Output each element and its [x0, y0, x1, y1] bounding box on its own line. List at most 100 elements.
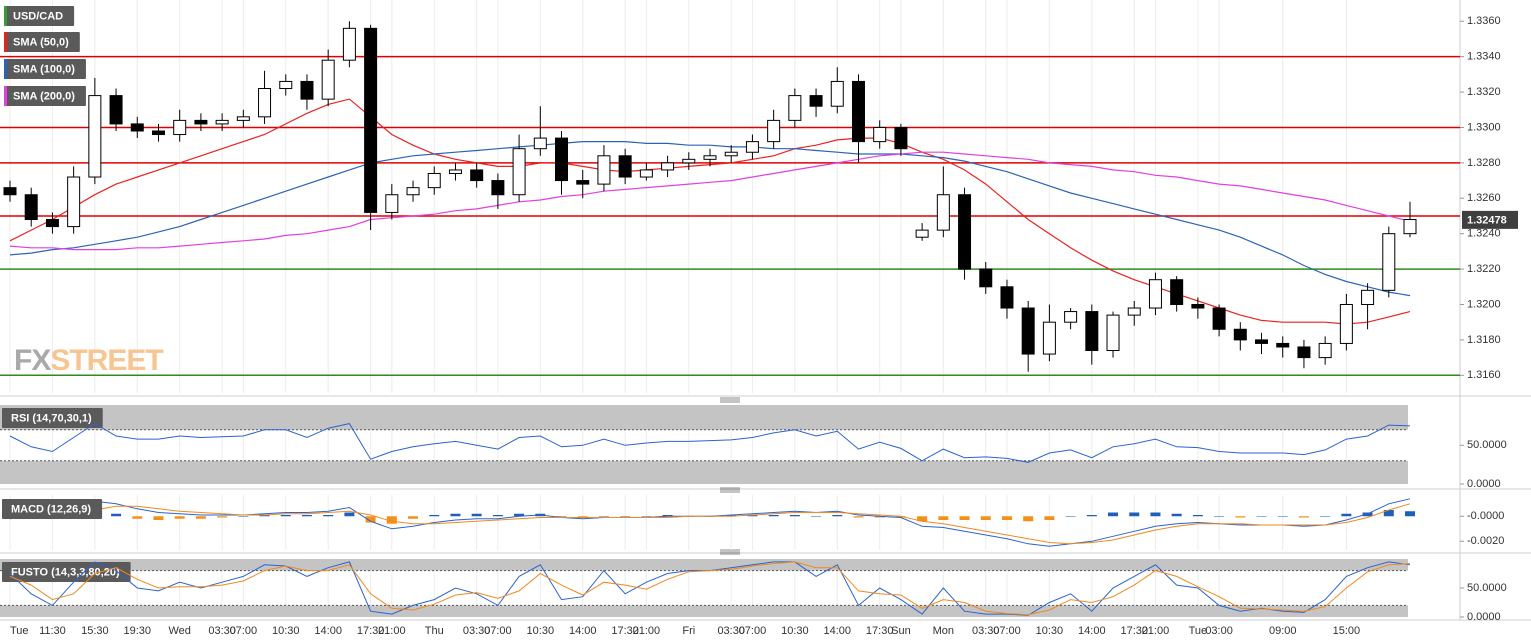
candle-body [639, 169, 653, 178]
candle-body [364, 27, 378, 213]
x-tick-label: 07:00 [993, 625, 1021, 637]
x-tick-label: 21:00 [1142, 625, 1170, 637]
histogram-bar [1044, 516, 1055, 520]
candle-body [385, 194, 399, 213]
histogram-bar [1171, 513, 1182, 517]
watermark: FXSTREET [14, 344, 163, 377]
x-tick-label: 03:30 [208, 625, 236, 637]
legend-item: USD/CAD [4, 6, 75, 26]
candle-body [258, 88, 272, 118]
x-tick-label: 07:00 [230, 625, 258, 637]
candle-body [851, 80, 865, 143]
histogram-bar [174, 516, 185, 519]
histogram-bar [1405, 511, 1415, 517]
candle-body [427, 172, 441, 189]
histogram-bar [1150, 512, 1161, 517]
candle-body [958, 194, 972, 270]
histogram-bar [429, 515, 440, 517]
line [9, 423, 1411, 463]
candle-body [279, 80, 293, 90]
candle-body [512, 148, 526, 196]
candle-body [491, 180, 505, 196]
histogram-bar [450, 513, 461, 517]
x-tick-label: 21:00 [378, 625, 406, 637]
candle-body [576, 180, 590, 185]
histogram-bar [365, 516, 376, 523]
last-price-label: 1.32478 [1467, 214, 1507, 226]
oversold-band [0, 605, 1408, 617]
candle-body [979, 268, 993, 288]
x-tick-label: 07:00 [484, 625, 512, 637]
legend-swatch [4, 86, 7, 106]
histogram-bar [1214, 516, 1225, 517]
legend-box [2, 408, 103, 428]
y-tick-label: 1.3360 [1467, 15, 1501, 27]
x-tick-label: 15:30 [81, 625, 109, 637]
y-tick-label: 50.0000 [1467, 439, 1507, 451]
candle-body [1276, 342, 1290, 348]
histogram-bar [874, 516, 885, 518]
candle-body [1042, 321, 1056, 355]
histogram-bar [1256, 516, 1267, 517]
y-tick-label: 0.0000 [1467, 478, 1501, 490]
candle-body [597, 155, 611, 185]
x-tick-label: 17:30 [1120, 625, 1148, 637]
line [9, 561, 1411, 616]
candle-body [1255, 339, 1269, 344]
x-tick-label: 10:30 [272, 625, 300, 637]
resize-grip[interactable] [720, 397, 740, 555]
legend-item: SMA (200,0) [4, 86, 86, 106]
candle-body [1318, 342, 1332, 359]
candle-body [873, 126, 887, 143]
x-tick-label: 10:30 [527, 625, 555, 637]
legend-label: RSI (14,70,30,1) [11, 412, 92, 424]
x-tick-label: Tue [1189, 625, 1208, 637]
x-tick-label: 21:00 [633, 625, 661, 637]
histogram-bar [662, 515, 673, 517]
legend-box [2, 562, 131, 582]
histogram-bar [471, 513, 482, 517]
y-tick-label: 1.3320 [1467, 86, 1501, 98]
histogram-bar [938, 516, 949, 520]
histogram-bar [959, 516, 970, 520]
candle-body [194, 119, 208, 125]
candle-body [109, 95, 123, 125]
candle-body [406, 187, 420, 196]
x-tick-label: 11:30 [39, 625, 66, 637]
histogram-bar [620, 516, 631, 517]
candle-body [151, 130, 165, 136]
histogram-bar [514, 513, 525, 517]
legend-label: SMA (200,0) [13, 90, 75, 102]
candle-body [1339, 303, 1353, 344]
candle-body [682, 158, 696, 164]
line [9, 141, 1411, 297]
legend-item: MACD (12,26,9) [2, 499, 103, 519]
x-tick-label: 09:00 [1269, 625, 1297, 637]
x-tick-label: Fri [682, 625, 695, 637]
histogram-bar [1108, 512, 1119, 517]
overbought-band [0, 559, 1408, 571]
candle-body [745, 141, 759, 153]
candle-body [936, 194, 950, 231]
candle-body [342, 27, 356, 61]
legend-item: FUSTO (14,3,3,80,20) [2, 562, 131, 582]
y-tick-label: 0.0000 [1467, 611, 1501, 623]
legend-box [4, 59, 86, 79]
legend-box [2, 499, 103, 519]
candle-body [236, 116, 250, 121]
histogram-bar [217, 516, 228, 518]
candle-body [88, 95, 102, 178]
candle-body [1233, 328, 1247, 341]
y-tick-label: 50.0000 [1467, 582, 1507, 594]
candle-body [788, 95, 802, 121]
x-tick-label: 14:00 [824, 625, 852, 637]
histogram-bar [111, 513, 122, 517]
candle-body [809, 95, 823, 107]
candle-body [1212, 307, 1226, 330]
x-tick-label: 07:00 [739, 625, 767, 637]
x-tick-label: 19:30 [124, 625, 152, 637]
x-tick-label: 14:00 [1078, 625, 1106, 637]
candle-body [618, 155, 632, 178]
candle-body [830, 80, 844, 107]
